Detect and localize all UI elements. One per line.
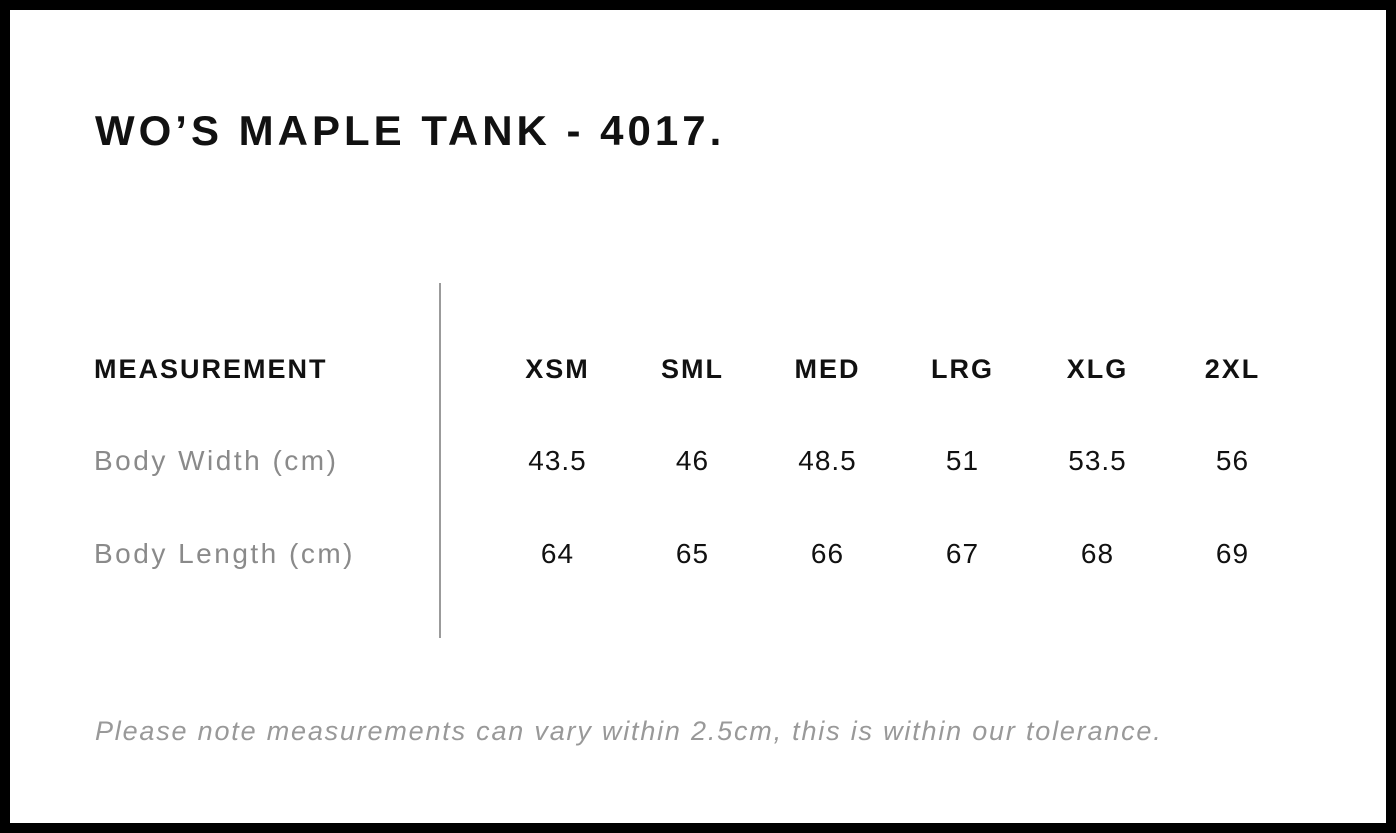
body-length-med-value: 66 bbox=[810, 538, 845, 569]
size-header-med: MED bbox=[794, 354, 861, 384]
table-divider-line bbox=[439, 283, 441, 638]
body-length-sml-value: 65 bbox=[675, 538, 710, 569]
size-header-xlg: XLG bbox=[1066, 354, 1129, 384]
body-length-2xl-value: 69 bbox=[1215, 538, 1250, 569]
size-header-sml: SML bbox=[661, 354, 724, 384]
tolerance-note: Please note measurements can vary within… bbox=[95, 716, 1163, 746]
table-row-body-length: Body Length (cm) 64 65 66 67 68 69 bbox=[94, 532, 1300, 576]
body-width-xlg-value: 53.5 bbox=[1068, 445, 1127, 476]
row-label-body-width: Body Width (cm) bbox=[94, 445, 339, 476]
size-header-xsm: XSM bbox=[525, 354, 590, 384]
measurement-column-header: MEASUREMENT bbox=[94, 354, 328, 384]
body-width-lrg-value: 51 bbox=[945, 445, 980, 476]
body-width-xsm-value: 43.5 bbox=[528, 445, 587, 476]
body-width-2xl-value: 56 bbox=[1215, 445, 1250, 476]
body-length-xsm-value: 64 bbox=[540, 538, 575, 569]
table-row-body-width: Body Width (cm) 43.5 46 48.5 51 53.5 56 bbox=[94, 439, 1300, 483]
page-title: WO’S MAPLE TANK - 4017. bbox=[95, 107, 726, 154]
body-length-lrg-value: 67 bbox=[945, 538, 980, 569]
table-header-row: MEASUREMENT XSM SML MED LRG XLG 2XL bbox=[94, 347, 1300, 391]
size-header-2xl: 2XL bbox=[1204, 354, 1261, 384]
body-width-med-value: 48.5 bbox=[798, 445, 857, 476]
size-header-lrg: LRG bbox=[931, 354, 994, 384]
body-length-xlg-value: 68 bbox=[1080, 538, 1115, 569]
row-label-body-length: Body Length (cm) bbox=[94, 538, 355, 569]
body-width-sml-value: 46 bbox=[675, 445, 710, 476]
